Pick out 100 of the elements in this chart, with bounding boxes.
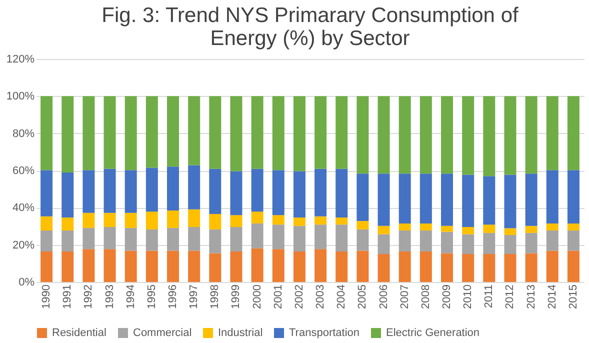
bar (504, 228, 516, 235)
bar (462, 234, 474, 254)
bar (546, 230, 558, 251)
bar (40, 252, 53, 282)
bar (420, 174, 432, 224)
bar (441, 174, 453, 226)
y-tick-label: 40% (12, 202, 35, 214)
x-tick-label: 2010 (462, 284, 474, 309)
bar (398, 223, 411, 231)
bar (124, 170, 137, 213)
x-tick-label: 1999 (230, 284, 242, 309)
bar (504, 96, 516, 175)
bar (209, 229, 222, 254)
bar (104, 168, 116, 213)
bar (251, 168, 264, 212)
bar (82, 228, 95, 250)
bar (146, 250, 158, 282)
bar (82, 96, 95, 170)
bar (293, 96, 306, 172)
bar (525, 96, 538, 174)
y-tick-label: 0% (18, 276, 35, 288)
bar (62, 252, 74, 282)
bar (124, 212, 137, 228)
bar (293, 171, 306, 218)
bar (546, 96, 558, 170)
bar (82, 170, 95, 213)
x-tick-label: 1991 (62, 284, 74, 309)
bar (567, 96, 580, 170)
bar (40, 216, 53, 231)
bar (62, 172, 74, 218)
bar (462, 174, 474, 227)
y-tick-label: 120% (6, 54, 35, 66)
bar (441, 226, 453, 232)
bar (104, 96, 116, 169)
bar (230, 171, 242, 216)
bar (167, 210, 179, 228)
bar (420, 252, 432, 282)
bar (188, 165, 200, 210)
x-tick-label: 1995 (146, 284, 158, 309)
x-tick-label: 1992 (82, 284, 95, 309)
bar (82, 212, 95, 228)
legend-label: Transportation (289, 327, 360, 339)
text: Energy (%) by Sector (210, 27, 410, 50)
bar (272, 96, 284, 170)
bar (398, 252, 411, 282)
bar (167, 96, 179, 167)
bar (230, 96, 242, 172)
bar (378, 226, 390, 234)
bar (62, 230, 74, 252)
x-tick-label: 2002 (293, 284, 306, 309)
bar (251, 223, 264, 248)
bar (167, 228, 179, 251)
bar (293, 252, 306, 282)
bar (336, 168, 348, 218)
bar (504, 234, 516, 254)
bar (146, 96, 158, 168)
bar (82, 249, 95, 282)
x-tick-label: 2003 (314, 284, 327, 309)
bar (188, 250, 200, 282)
bar (483, 232, 496, 254)
bar (398, 230, 411, 252)
legend-label: Electric Generation (386, 327, 480, 339)
bar (251, 248, 264, 282)
bar (104, 249, 116, 282)
bar (420, 223, 432, 231)
bar (462, 254, 474, 282)
bar (504, 254, 516, 282)
bar (230, 252, 242, 282)
bar (314, 249, 327, 282)
x-tick-label: 1997 (188, 284, 200, 309)
bar (336, 96, 348, 169)
bar (356, 250, 369, 282)
bar (483, 176, 496, 225)
legend-label: Commercial (133, 327, 192, 339)
legend-label: Industrial (218, 327, 263, 339)
bar (188, 226, 200, 251)
bar (504, 174, 516, 228)
bar (483, 96, 496, 176)
bar (40, 230, 53, 252)
bar (483, 224, 496, 233)
y-tick-label: 20% (12, 239, 35, 252)
y-tick-label: 100% (6, 90, 35, 103)
bar (124, 250, 137, 282)
x-tick-label: 2000 (251, 284, 264, 309)
x-tick-label: 1990 (40, 284, 53, 309)
bar (525, 174, 538, 226)
bar (209, 253, 222, 282)
bar (104, 226, 116, 250)
bar (336, 252, 348, 282)
x-tick-label: 2004 (336, 284, 348, 309)
bar (567, 223, 580, 231)
bar (314, 224, 327, 250)
bar (420, 230, 432, 252)
bar (525, 253, 538, 282)
x-tick-label: 2013 (525, 284, 538, 309)
bar (230, 226, 242, 252)
bar (124, 96, 137, 170)
bar (441, 253, 453, 282)
x-tick-label: 1994 (124, 284, 137, 309)
bar (62, 218, 74, 231)
